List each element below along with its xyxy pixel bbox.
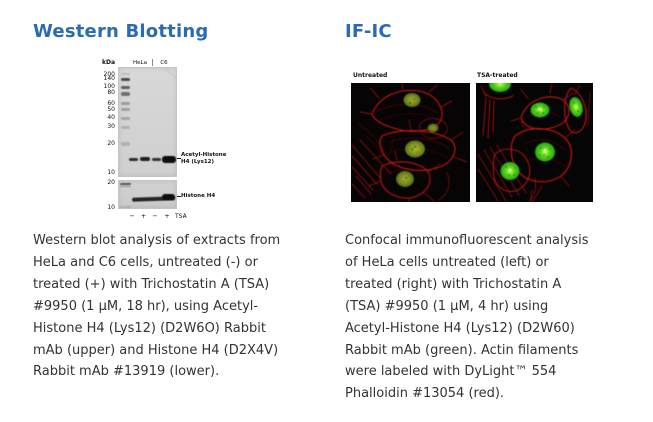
tsa-mark: −	[152, 212, 158, 220]
ladder-band	[121, 92, 130, 96]
sample-band	[162, 193, 175, 200]
if-ic-figure: Untreated TSA-treated	[345, 72, 597, 204]
mw-label: 10	[107, 203, 115, 211]
lane-label-hela: HeLa	[133, 60, 147, 66]
band-label-histone-h4: Histone H4	[181, 193, 216, 199]
band-pointer-line	[177, 157, 181, 159]
nuclei	[489, 83, 583, 180]
if-panel-label-untreated: Untreated	[353, 72, 388, 79]
if-ic-description: Confocal immunofluorescent analysis of H…	[345, 233, 589, 402]
ladder-band	[121, 77, 130, 81]
sample-band	[162, 155, 176, 163]
tsa-mark: −	[129, 212, 135, 220]
mw-label: 20	[107, 178, 115, 186]
western-blot-description: Western blot analysis of extracts from H…	[33, 233, 281, 380]
gel-artifact	[164, 67, 178, 80]
ladder-band	[121, 116, 130, 120]
mw-label: 10	[107, 168, 115, 176]
kda-unit-label: kDa	[102, 59, 116, 66]
sample-band	[139, 157, 150, 161]
western-blot-figure: kDa HeLa C6 200 140 100 80	[100, 57, 295, 227]
mw-label: 60	[107, 99, 115, 107]
mw-label: 40	[107, 113, 115, 121]
mw-label: 200	[103, 71, 115, 78]
mw-label: 80	[107, 89, 115, 96]
if-image-untreated	[351, 83, 470, 202]
band-label-acetyl-histone-h4: Acetyl-Histone H4 (Lys12)	[181, 152, 227, 165]
lane-label-c6: C6	[160, 60, 168, 66]
ladder-band	[120, 185, 131, 188]
mw-label: 30	[107, 122, 115, 130]
mw-label: 140	[103, 75, 115, 82]
tsa-mark: +	[164, 212, 170, 220]
sample-band	[151, 157, 161, 161]
nuclei	[396, 93, 439, 187]
mw-label: 50	[107, 105, 115, 113]
mw-label: 20	[107, 139, 115, 147]
ladder-band	[120, 206, 131, 208]
section-title-if-ic: IF-IC	[345, 21, 392, 42]
lane-divider	[152, 59, 153, 66]
ladder-band	[121, 73, 130, 75]
sample-band	[128, 157, 138, 161]
tsa-row-label: TSA	[175, 212, 187, 220]
band-pointer-line	[177, 196, 181, 197]
actin-filaments	[351, 83, 468, 202]
if-image-tsa-treated	[476, 83, 593, 202]
ladder-band	[120, 183, 131, 185]
ladder-band	[121, 142, 130, 146]
gel-top-panel	[118, 67, 178, 177]
gel-bottom-panel	[118, 180, 177, 209]
ladder-band	[121, 108, 130, 111]
section-title-western-blotting: Western Blotting	[33, 21, 209, 42]
tsa-mark: +	[140, 212, 147, 220]
mw-label: 100	[103, 82, 115, 90]
if-panel-label-tsa-treated: TSA-treated	[477, 72, 518, 79]
ladder-band	[121, 102, 130, 105]
ladder-band	[121, 85, 130, 89]
ladder-band	[121, 125, 130, 129]
